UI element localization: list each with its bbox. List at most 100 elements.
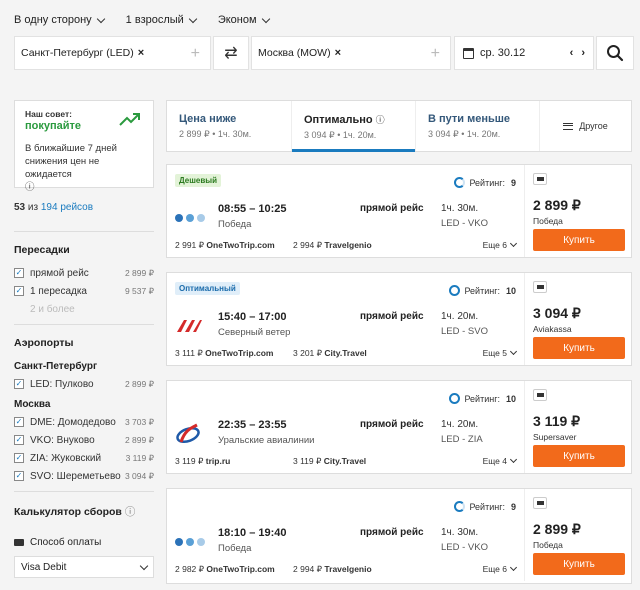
agent-offer[interactable]: 2 982 ₽ OneTwoTrip.com — [175, 564, 275, 574]
checkbox-checked[interactable]: ✓ — [14, 268, 24, 278]
divider — [14, 231, 154, 232]
transfers-title: Пересадки — [14, 244, 70, 256]
filter-direct[interactable]: ✓ прямой рейс 2 899 ₽ — [14, 267, 154, 279]
checkbox-checked[interactable]: ✓ — [14, 286, 24, 296]
chevron-down-icon — [509, 239, 518, 248]
search-button[interactable] — [596, 36, 634, 70]
all-flights-link[interactable]: 194 рейсов — [40, 202, 94, 213]
filter-two-plus: 2 и более — [30, 303, 75, 315]
ticket-seller: Победа — [533, 540, 563, 550]
flight-duration: 1ч. 30м. — [441, 527, 479, 538]
msk-subtitle: Москва — [14, 399, 51, 410]
destination-chip: Москва (MOW) × — [258, 47, 342, 59]
ticket-card[interactable]: Дешевый Рейтинг: 9 08:55 – 10:25 Победа п… — [166, 164, 632, 258]
checkbox-checked[interactable]: ✓ — [14, 471, 24, 481]
origin-chip: Санкт-Петербург (LED) × — [21, 47, 145, 59]
agent-offer[interactable]: 2 994 ₽ Travelgenio — [293, 240, 372, 250]
ticket-badge: Дешевый — [175, 174, 222, 187]
nordwind-logo — [175, 315, 205, 337]
more-offers-button[interactable]: Еще 4 — [483, 455, 518, 466]
tip-heading: Наш совет: — [25, 109, 72, 119]
buy-button[interactable]: Купить — [533, 337, 625, 359]
checkbox-checked[interactable]: ✓ — [14, 453, 24, 463]
filter-dme[interactable]: ✓ DME: Домодедово 3 703 ₽ — [14, 416, 154, 428]
search-bar: В одну сторону 1 взрослый Эконом Санкт-П… — [0, 0, 640, 100]
flight-route: LED - SVO — [441, 326, 488, 337]
ticket-card[interactable]: Рейтинг: 9 18:10 – 19:40 Победа прямой ре… — [166, 488, 632, 584]
ticket-card[interactable]: Оптимальный Рейтинг: 10 15:40 – 17:00 Сев… — [166, 272, 632, 366]
prev-date-button[interactable]: ‹ — [569, 47, 574, 59]
more-offers-button[interactable]: Еще 5 — [483, 347, 518, 358]
trend-up-icon — [119, 113, 140, 126]
filter-svo[interactable]: ✓ SVO: Шереметьево 3 094 ₽ — [14, 470, 154, 482]
tab-optimal[interactable]: Оптимально ⓘ 3 094 ₽ • 1ч. 20м. — [291, 101, 415, 152]
pobeda-logo — [175, 207, 205, 229]
agent-offer[interactable]: 2 991 ₽ OneTwoTrip.com — [175, 240, 275, 250]
sort-icon — [563, 122, 574, 130]
add-origin-icon[interactable]: + — [190, 45, 200, 62]
airline-name: Победа — [218, 219, 252, 230]
baggage-icon — [533, 173, 547, 185]
checkbox-checked[interactable]: ✓ — [14, 435, 24, 445]
date-field[interactable]: ср. 30.12 ‹ › — [454, 36, 594, 70]
more-offers-button[interactable]: Еще 6 — [483, 563, 518, 574]
payment-select[interactable]: Visa Debit — [14, 556, 154, 578]
more-offers-button[interactable]: Еще 6 — [483, 239, 518, 250]
flight-times: 22:35 – 23:55 — [218, 419, 287, 431]
buy-button[interactable]: Купить — [533, 229, 625, 251]
filter-one-transfer[interactable]: ✓ 1 пересадка 9 537 ₽ — [14, 285, 154, 297]
tab-cheaper[interactable]: Цена ниже 2 899 ₽ • 1ч. 30м. — [179, 113, 252, 139]
rating: Рейтинг: 9 — [454, 501, 516, 512]
search-icon — [607, 45, 624, 62]
passengers-select[interactable]: 1 взрослый — [126, 14, 198, 26]
ticket-price: 3 119 ₽ — [533, 413, 581, 429]
checkbox-checked[interactable]: ✓ — [14, 417, 24, 427]
ticket-card[interactable]: Рейтинг: 10 22:35 – 23:55 Уральские авиал… — [166, 380, 632, 474]
checkbox-checked[interactable]: ✓ — [14, 379, 24, 389]
flight-route: LED - ZIA — [441, 434, 483, 445]
flight-duration: 1ч. 30м. — [441, 203, 479, 214]
filter-vko[interactable]: ✓ VKO: Внуково 2 899 ₽ — [14, 434, 154, 446]
remove-origin-icon[interactable]: × — [137, 47, 145, 59]
tab-faster[interactable]: В пути меньше 3 094 ₽ • 1ч. 20м. — [415, 101, 539, 151]
buy-button[interactable]: Купить — [533, 445, 625, 467]
add-destination-icon[interactable]: + — [430, 45, 440, 62]
next-date-button[interactable]: › — [581, 47, 585, 59]
flight-type: прямой рейс — [360, 311, 424, 322]
ticket-badge: Оптимальный — [175, 282, 240, 295]
trip-type-select[interactable]: В одну сторону — [14, 14, 105, 26]
remove-destination-icon[interactable]: × — [334, 47, 342, 59]
ticket-seller: Supersaver — [533, 432, 577, 442]
flight-times: 15:40 – 17:00 — [218, 311, 287, 323]
class-select[interactable]: Эконом — [218, 14, 270, 26]
rating: Рейтинг: 10 — [449, 393, 516, 404]
rating: Рейтинг: 10 — [449, 285, 516, 296]
buy-button[interactable]: Купить — [533, 553, 625, 575]
filter-zia[interactable]: ✓ ZIA: Жуковский 3 119 ₽ — [14, 452, 154, 464]
agent-offer[interactable]: 3 201 ₽ City.Travel — [293, 348, 367, 358]
info-icon[interactable]: ⓘ — [25, 182, 35, 193]
price-tip-box: Наш совет: покупайте В ближайшие 7 дней … — [14, 100, 154, 193]
baggage-icon — [533, 281, 547, 293]
ticket-price: 2 899 ₽ — [533, 197, 581, 213]
agent-offer[interactable]: 3 111 ₽ OneTwoTrip.com — [175, 348, 274, 358]
tab-other[interactable]: Другое — [539, 101, 631, 151]
ticket-price: 3 094 ₽ — [533, 305, 581, 321]
flight-duration: 1ч. 20м. — [441, 419, 479, 430]
filters-sidebar: Наш совет: покупайте В ближайшие 7 дней … — [14, 100, 154, 578]
info-icon[interactable]: ⓘ — [124, 506, 136, 518]
agent-offer[interactable]: 2 994 ₽ Travelgenio — [293, 564, 372, 574]
origin-field[interactable]: Санкт-Петербург (LED) × + — [14, 36, 211, 70]
airline-name: Северный ветер — [218, 327, 291, 338]
flight-duration: 1ч. 20м. — [441, 311, 479, 322]
filter-led[interactable]: ✓ LED: Пулково 2 899 ₽ — [14, 378, 154, 390]
swap-button[interactable]: ⇄ — [213, 36, 249, 70]
info-icon[interactable]: ⓘ — [375, 115, 385, 125]
agent-offer[interactable]: 3 119 ₽ trip.ru — [175, 456, 231, 466]
chevron-down-icon — [96, 14, 105, 23]
rating-ring-icon — [449, 393, 461, 404]
tip-text: В ближайшие 7 дней снижения цен не ожида… — [25, 143, 117, 193]
agent-offer[interactable]: 3 119 ₽ City.Travel — [293, 456, 367, 466]
destination-field[interactable]: Москва (MOW) × + — [251, 36, 451, 70]
rating-ring-icon — [454, 177, 466, 188]
